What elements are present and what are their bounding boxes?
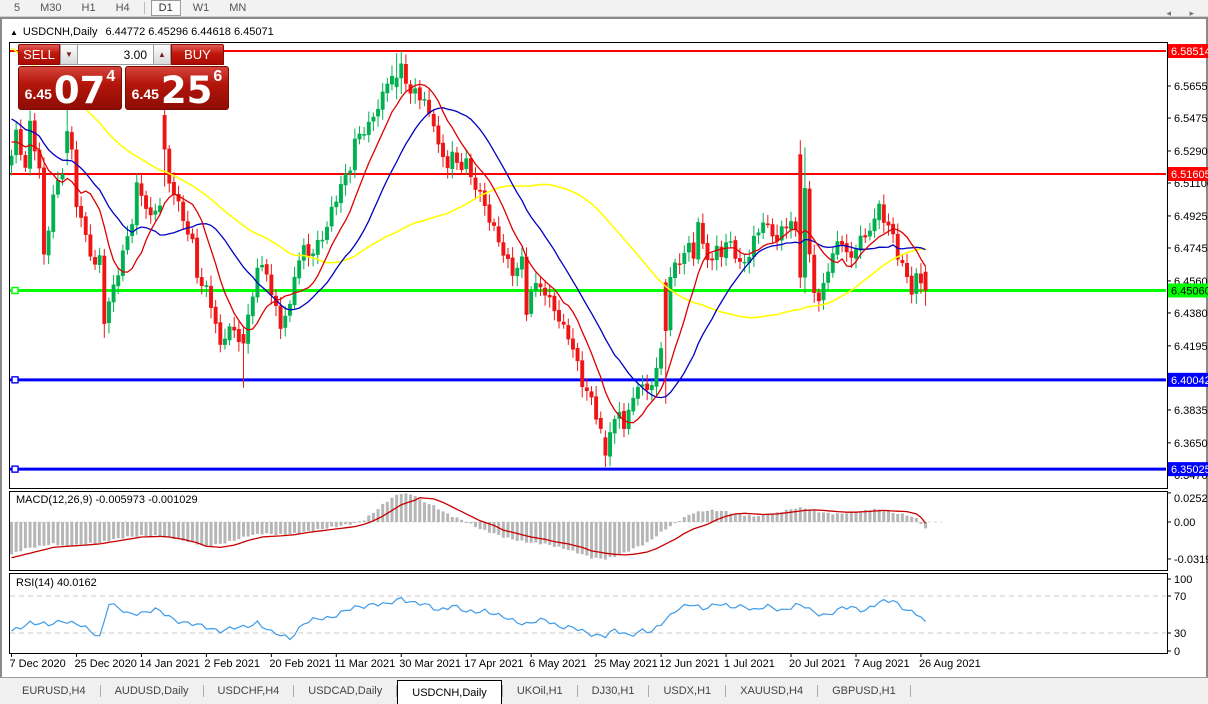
rsi-axis-label: 0 xyxy=(1174,646,1180,658)
timeframe-button-mn[interactable]: MN xyxy=(229,2,247,14)
date-axis-label: 25 May 2021 xyxy=(594,658,658,670)
tab-separator xyxy=(202,685,204,697)
sell-price-big: 07 xyxy=(53,68,106,112)
chart-title-row: ▲ USDCNH,Daily 6.44772 6.45296 6.44618 6… xyxy=(10,26,274,38)
date-axis-label: 26 Aug 2021 xyxy=(919,658,981,670)
price-level-badge: 6.40042 xyxy=(1171,375,1208,387)
price-tick-label: 6.54750 xyxy=(1174,113,1208,125)
macd-axis-label: -0.031994 xyxy=(1174,554,1208,566)
date-axis-label: 20 Feb 2021 xyxy=(269,658,331,670)
price-tick-label: 6.56550 xyxy=(1174,81,1208,93)
tab-usdx-h1[interactable]: USDX,H1 xyxy=(663,685,712,697)
price-level-badge: 6.45060 xyxy=(1171,286,1208,298)
tab-separator xyxy=(576,685,578,697)
date-axis-label: 17 Apr 2021 xyxy=(464,658,523,670)
date-axis-label: 7 Aug 2021 xyxy=(854,658,910,670)
timeframe-button-d1[interactable]: D1 xyxy=(150,0,181,16)
chart-symbol-label: USDCNH,Daily xyxy=(22,26,98,38)
price-level-badge: 6.51605 xyxy=(1171,169,1208,181)
price-tick-label: 6.52900 xyxy=(1174,146,1208,158)
date-axis-label: 7 Dec 2020 xyxy=(10,658,66,670)
tab-separator xyxy=(501,685,503,697)
tab-usdchf-h4[interactable]: USDCHF,H4 xyxy=(217,685,280,697)
tab-audusd-daily[interactable]: AUDUSD,Daily xyxy=(114,685,189,697)
price-level-badge: 6.58514 xyxy=(1171,46,1208,58)
sell-price-sup: 4 xyxy=(106,68,116,85)
sell-button[interactable]: SELL xyxy=(18,44,60,65)
trade-panel-price-row: 6.45 07 4 6.45 25 6 xyxy=(18,66,229,110)
one-click-trade-panel: SELL ▼ ▲ BUY 6.45 07 4 6.45 25 6 xyxy=(18,44,229,110)
tab-scroll-arrows[interactable]: ◂ ▸ xyxy=(1166,8,1202,18)
trade-panel-top-row: SELL ▼ ▲ BUY xyxy=(18,44,229,65)
macd-current-values: -0.005973 -0.001029 xyxy=(95,494,198,506)
buy-price-sup: 6 xyxy=(213,68,223,85)
date-axis-label: 6 May 2021 xyxy=(529,658,586,670)
volume-increase-button[interactable]: ▲ xyxy=(153,44,171,65)
tab-gbpusd-h1[interactable]: GBPUSD,H1 xyxy=(832,685,896,697)
price-tick-label: 6.49250 xyxy=(1174,211,1208,223)
chart-window: ▲ USDCNH,Daily 6.44772 6.45296 6.44618 6… xyxy=(0,17,1208,677)
tab-ukoil-h1[interactable]: UKOil,H1 xyxy=(516,685,563,697)
price-tick-label: 6.43800 xyxy=(1174,308,1208,320)
sell-price-prefix: 6.45 xyxy=(24,86,52,102)
macd-axis-label: 0.025209 xyxy=(1174,493,1208,505)
sell-price-box[interactable]: 6.45 07 4 xyxy=(18,66,122,110)
tab-separator xyxy=(725,685,727,697)
tab-separator xyxy=(817,685,819,697)
rsi-axis-label: 70 xyxy=(1174,591,1186,603)
tab-usdcad-daily[interactable]: USDCAD,Daily xyxy=(308,685,383,697)
rsi-axis-label: 30 xyxy=(1174,628,1186,640)
date-axis-label: 20 Jul 2021 xyxy=(789,658,846,670)
timeframe-button-5[interactable]: 5 xyxy=(14,2,21,14)
price-tick-label: 6.38350 xyxy=(1174,405,1208,417)
macd-indicator-label: MACD(12,26,9) -0.005973 -0.001029 xyxy=(16,494,198,506)
buy-price-prefix: 6.45 xyxy=(131,86,159,102)
timeframe-button-m30[interactable]: M30 xyxy=(40,2,62,14)
macd-name: MACD(12,26,9) xyxy=(16,494,93,506)
date-axis-label: 14 Jan 2021 xyxy=(139,658,200,670)
tab-separator xyxy=(396,685,398,697)
volume-input[interactable] xyxy=(78,44,153,65)
timeframe-button-h4[interactable]: H4 xyxy=(115,2,130,14)
buy-price-box[interactable]: 6.45 25 6 xyxy=(125,66,229,110)
buy-price-big: 25 xyxy=(160,68,213,112)
price-level-badge: 6.35025 xyxy=(1171,464,1208,476)
chart-tab-bar: EURUSD,H4 AUDUSD,Daily USDCHF,H4 USDCAD,Dai… xyxy=(0,677,1208,704)
buy-button[interactable]: BUY xyxy=(171,44,224,65)
price-tick-label: 6.41950 xyxy=(1174,341,1208,353)
price-tick-label: 6.47450 xyxy=(1174,243,1208,255)
price-tick-label: 6.36500 xyxy=(1174,438,1208,450)
collapse-triangle-icon[interactable]: ▲ xyxy=(10,27,18,37)
date-axis-label: 30 Mar 2021 xyxy=(399,658,461,670)
date-axis-label: 25 Dec 2020 xyxy=(74,658,136,670)
chart-ohlc-quotes: 6.44772 6.45296 6.44618 6.45071 xyxy=(105,26,274,38)
timeframe-toolbar: 5 M30 H1 H4 D1 W1 MN xyxy=(0,0,1208,17)
tab-dj30-h1[interactable]: DJ30,H1 xyxy=(591,685,635,697)
macd-axis-label: 0.00 xyxy=(1174,517,1195,529)
timeframe-button-w1[interactable]: W1 xyxy=(192,2,210,14)
rsi-axis-label: 100 xyxy=(1174,574,1192,586)
tab-separator xyxy=(293,685,295,697)
date-axis-label: 1 Jul 2021 xyxy=(724,658,775,670)
tab-xauusd-h4[interactable]: XAUUSD,H4 xyxy=(740,685,804,697)
tab-eurusd-h4[interactable]: EURUSD,H4 xyxy=(22,685,86,697)
date-axis-label: 2 Feb 2021 xyxy=(204,658,260,670)
timeframe-button-h1[interactable]: H1 xyxy=(81,2,96,14)
toolbar-separator xyxy=(143,2,145,14)
tab-separator xyxy=(909,685,911,697)
date-axis-label: 12 Jun 2021 xyxy=(659,658,720,670)
volume-decrease-button[interactable]: ▼ xyxy=(60,44,78,65)
rsi-current-value: 40.0162 xyxy=(56,577,97,589)
date-axis-label: 11 Mar 2021 xyxy=(334,658,395,670)
tab-usdcnh-daily[interactable]: USDCNH,Daily xyxy=(397,680,502,704)
tab-separator xyxy=(648,685,650,697)
chart-canvas: 6.565506.547506.529006.511006.492506.474… xyxy=(9,42,1208,670)
rsi-name: RSI(14) xyxy=(16,577,54,589)
tab-separator xyxy=(99,685,101,697)
rsi-indicator-label: RSI(14) 40.0162 xyxy=(16,577,97,589)
